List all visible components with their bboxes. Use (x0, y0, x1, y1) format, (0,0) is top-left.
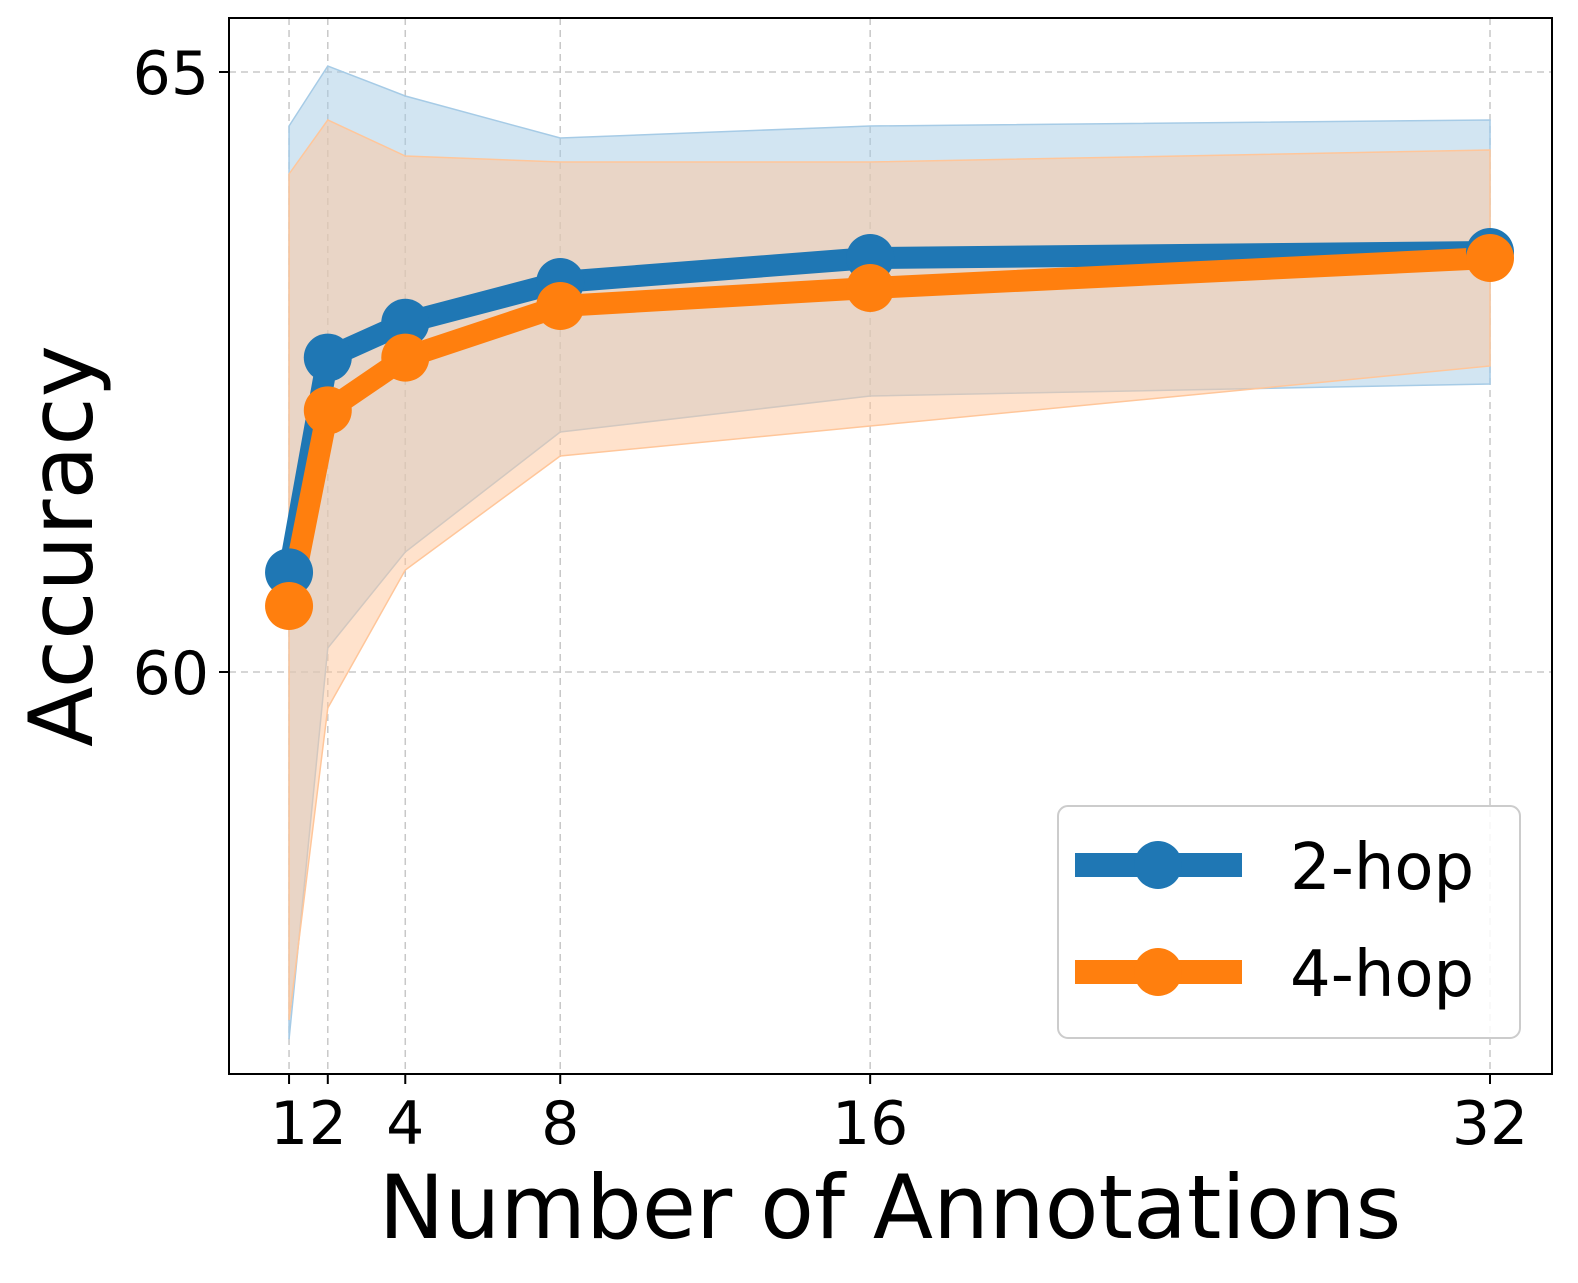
series-markers (265, 228, 1515, 630)
y-tick-label-65: 65 (133, 39, 209, 109)
legend-marker-4hop (1134, 948, 1182, 996)
x-tick-label-4: 4 (386, 1089, 424, 1159)
point-4-hop-4 (381, 333, 430, 382)
point-2-hop-1 (265, 548, 314, 597)
point-2-hop-2 (303, 333, 352, 382)
band-4-hop (288, 119, 1491, 1021)
legend-label-2hop: 2-hop (1290, 831, 1474, 905)
x-tick-label-2: 2 (309, 1089, 347, 1159)
plot-frame (228, 17, 1553, 1075)
point-4-hop-8 (536, 282, 585, 330)
axis-ticks: 1 2 4 8 16 32 60 65 (133, 39, 1529, 1159)
point-4-hop-32 (1466, 234, 1515, 282)
line-4-hop (278, 247, 1502, 617)
legend: 2-hop 4-hop (1057, 805, 1521, 1039)
x-axis-label: Number of Annotations (379, 1156, 1402, 1259)
point-2-hop-4 (381, 298, 430, 347)
x-tick-label-16: 16 (832, 1089, 908, 1159)
point-4-hop-1 (265, 582, 314, 630)
point-4-hop-16 (846, 264, 895, 312)
legend-marker-2hop (1134, 841, 1182, 889)
point-4-hop-2 (303, 386, 352, 435)
x-tick-label-8: 8 (541, 1089, 579, 1159)
x-tick-label-32: 32 (1452, 1089, 1528, 1159)
y-tick-label-60: 60 (133, 639, 209, 709)
x-tick-label-1: 1 (270, 1089, 308, 1159)
y-axis-label: Accuracy (10, 345, 113, 747)
legend-label-4hop: 4-hop (1290, 938, 1474, 1012)
